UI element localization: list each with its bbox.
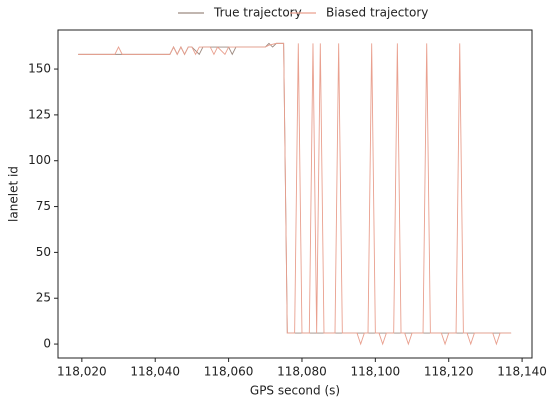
series-line	[78, 42, 512, 346]
legend-label: Biased trajectory	[326, 6, 428, 20]
y-axis-label: lanelet id	[7, 166, 21, 222]
x-tick-label: 118,100	[351, 365, 401, 379]
x-tick-label: 118,040	[130, 365, 180, 379]
y-tick-label: 150	[28, 62, 51, 76]
y-tick-label: 100	[28, 153, 51, 167]
y-tick-label: 25	[36, 291, 51, 305]
x-tick-label: 118,020	[57, 365, 107, 379]
plot-frame	[57, 29, 533, 359]
x-axis-label: GPS second (s)	[250, 384, 340, 398]
series-line	[78, 42, 512, 334]
y-tick-label: 125	[28, 107, 51, 121]
y-tick-label: 50	[36, 245, 51, 259]
y-tick-label: 0	[43, 337, 51, 351]
x-tick-label: 118,140	[497, 365, 547, 379]
x-tick-label: 118,080	[277, 365, 327, 379]
y-tick-label: 75	[36, 199, 51, 213]
x-tick-label: 118,060	[204, 365, 254, 379]
legend-label: True trajectory	[213, 6, 302, 20]
x-tick-label: 118,120	[424, 365, 474, 379]
